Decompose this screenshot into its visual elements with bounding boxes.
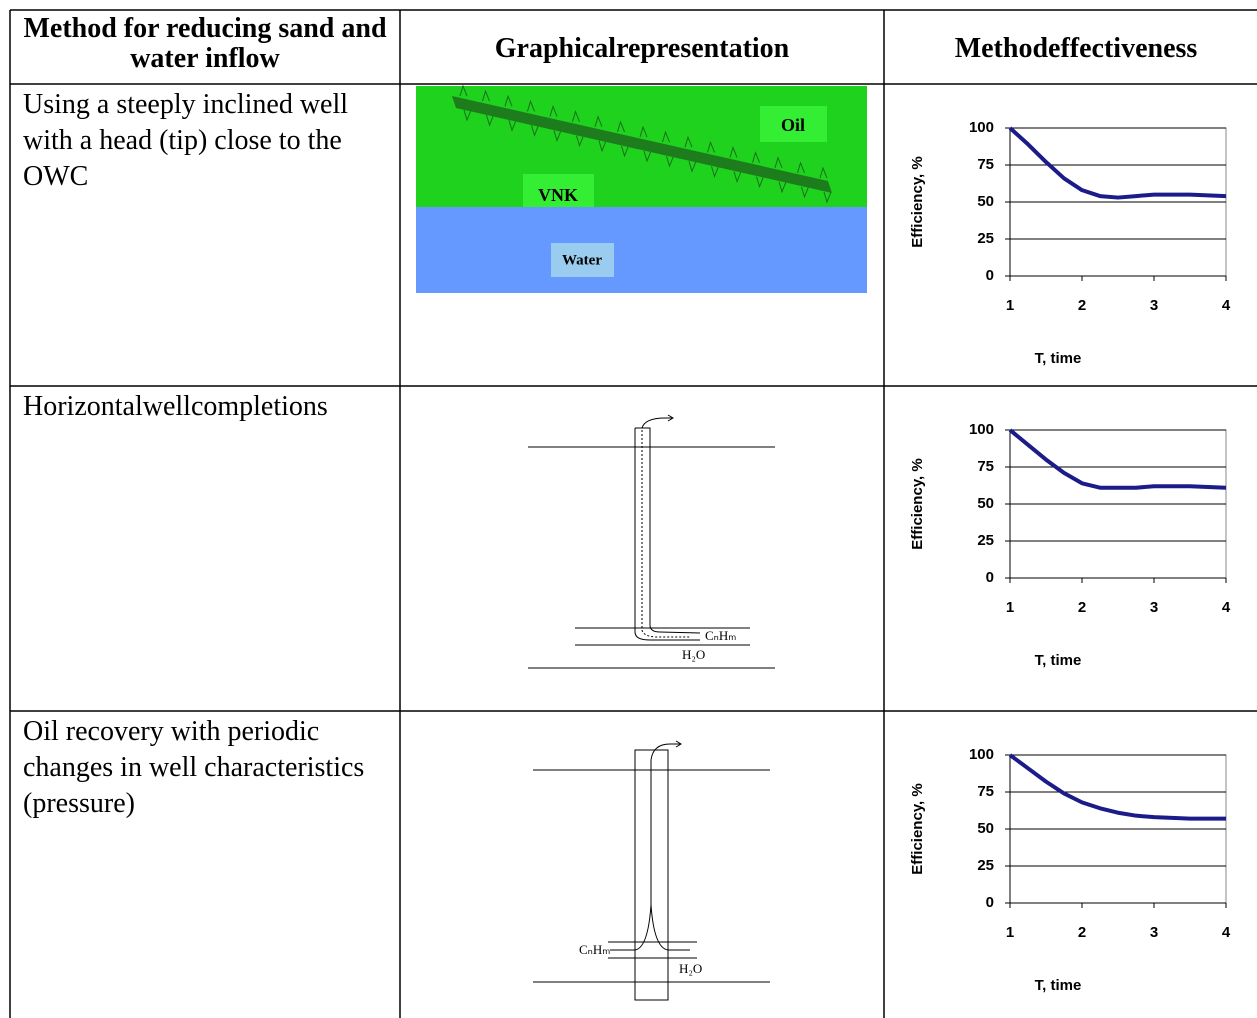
diagram-label: Oil [781, 115, 805, 135]
x-tick-label: 4 [1222, 599, 1231, 616]
header-cell: Method for reducing sand and water inflo… [12, 14, 398, 74]
header-cell: Methodeffectiveness [886, 34, 1257, 64]
diagram-inclined-well: Oil VNK Water [416, 86, 867, 293]
y-tick-label: 100 [969, 746, 994, 763]
efficiency-chart: 0 25 50 75 100 1 2 3 4 T, time Efficiency, % [909, 746, 1231, 994]
x-tick-label: 3 [1150, 297, 1158, 314]
y-tick-label: 75 [977, 458, 994, 475]
diagram-label: Water [562, 252, 602, 268]
method-text: Horizontalwellcompletions [23, 389, 393, 425]
y-tick-label: 25 [977, 857, 994, 874]
y-tick-label: 25 [977, 532, 994, 549]
diagram-label: VNK [538, 185, 578, 205]
x-tick-label: 3 [1150, 924, 1158, 941]
header-cell: Graphicalrepresentation [402, 34, 882, 64]
efficiency-line [1010, 430, 1226, 488]
efficiency-chart: 0 25 50 75 100 1 2 3 4 T, time Efficiency, % [909, 119, 1231, 367]
x-axis-label: T, time [1035, 652, 1082, 669]
y-tick-label: 0 [986, 569, 994, 586]
y-tick-label: 0 [986, 894, 994, 911]
y-tick-label: 50 [977, 495, 994, 512]
efficiency-line [1010, 755, 1226, 819]
diagram-label: CₙHₘ [579, 942, 610, 957]
x-tick-label: 1 [1006, 924, 1014, 941]
x-axis-label: T, time [1035, 977, 1082, 994]
x-tick-label: 3 [1150, 599, 1158, 616]
y-tick-label: 50 [977, 193, 994, 210]
diagram-label: H₂O [682, 647, 705, 662]
y-tick-label: 75 [977, 156, 994, 173]
diagram-label: H₂O [679, 961, 702, 976]
x-tick-label: 1 [1006, 297, 1014, 314]
y-tick-label: 25 [977, 230, 994, 247]
y-tick-label: 100 [969, 421, 994, 438]
x-tick-label: 2 [1078, 599, 1086, 616]
x-tick-label: 2 [1078, 924, 1086, 941]
diagram-periodic-well: CₙHₘ H₂O [533, 741, 770, 1000]
x-tick-label: 1 [1006, 599, 1014, 616]
y-tick-label: 75 [977, 783, 994, 800]
y-tick-label: 100 [969, 119, 994, 136]
y-axis-label: Efficiency, % [909, 156, 926, 247]
efficiency-chart: 0 25 50 75 100 1 2 3 4 T, time Efficiency, % [909, 421, 1231, 669]
efficiency-line [1010, 128, 1226, 198]
x-tick-label: 4 [1222, 297, 1231, 314]
x-axis-label: T, time [1035, 350, 1082, 367]
y-axis-label: Efficiency, % [909, 458, 926, 549]
page: Oil VNK Water CₙHₘ H₂O CₙHₘ H₂O 0 25 50 75 1… [0, 0, 1257, 1018]
x-tick-label: 2 [1078, 297, 1086, 314]
diagram-horizontal-well: CₙHₘ H₂O [528, 415, 775, 668]
method-text: Oil recovery with periodic changes in we… [23, 714, 393, 822]
y-axis-label: Efficiency, % [909, 783, 926, 874]
diagram-label: CₙHₘ [705, 628, 736, 643]
y-tick-label: 50 [977, 820, 994, 837]
x-tick-label: 4 [1222, 924, 1231, 941]
y-tick-label: 0 [986, 267, 994, 284]
method-text: Using a steeply inclined well with a hea… [23, 87, 393, 195]
